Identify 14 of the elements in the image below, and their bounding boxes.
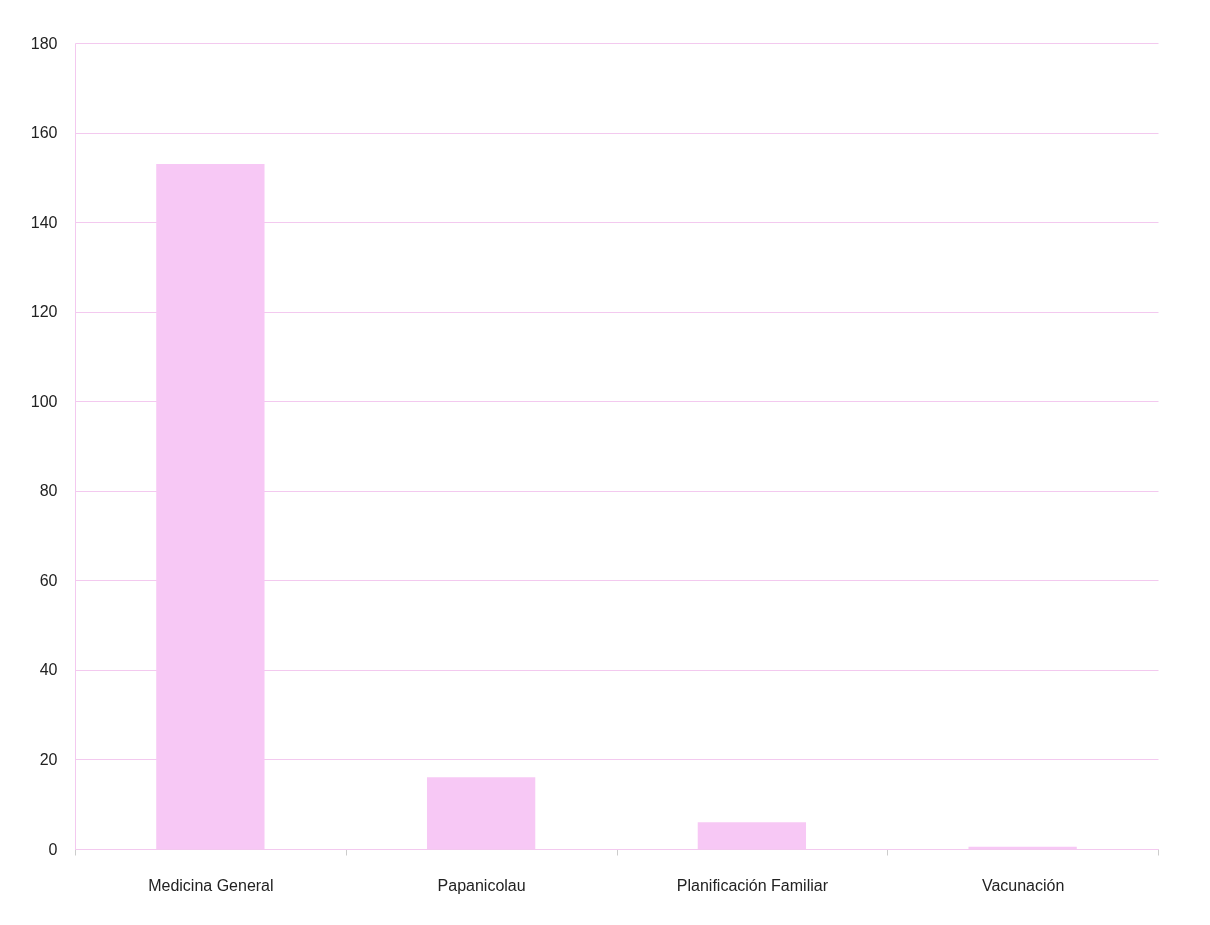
y-tick-label: 140 [30,213,58,231]
y-tick-label: 20 [39,750,58,768]
x-tick-label: Medicina General [148,876,274,894]
x-tick-label: Vacunación [981,876,1065,894]
y-tick-label: 120 [30,303,58,321]
y-tick-label: 40 [39,661,58,679]
y-tick-label: 180 [30,34,58,52]
y-tick-label: 0 [48,840,58,858]
y-tick-label: 80 [39,482,58,500]
x-tick-label: Planificación Familiar [676,876,829,894]
y-tick-label: 100 [30,392,58,410]
y-tick-label: 160 [30,124,58,142]
x-tick-label: Papanicolau [437,876,526,894]
y-tick-label: 60 [39,571,58,589]
